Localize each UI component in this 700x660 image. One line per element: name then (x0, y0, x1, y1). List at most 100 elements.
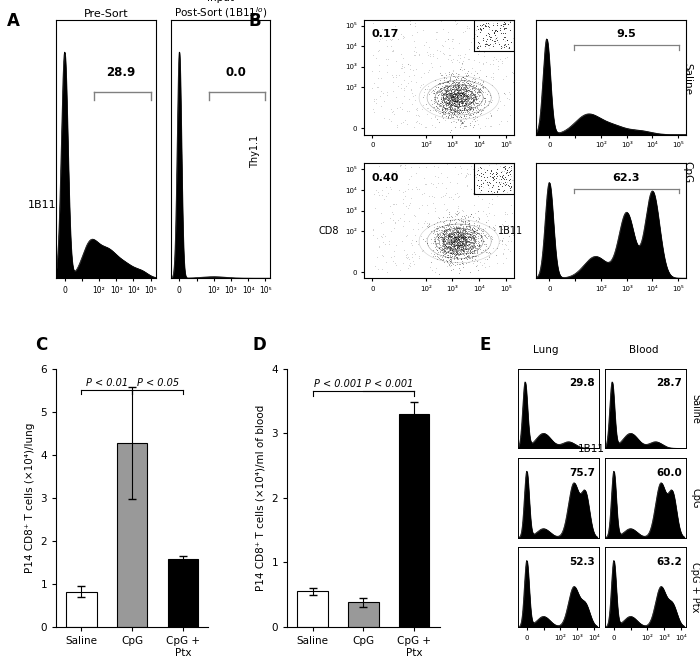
Point (471, 98, 482, 108)
Point (444, 72, 456, 82)
Point (442, 218, 453, 229)
Point (457, 232, 468, 242)
Point (502, 39, 513, 50)
Point (492, 63, 503, 74)
Point (462, 97, 473, 108)
Point (448, 92, 459, 102)
Point (456, 103, 468, 114)
Point (450, 247, 461, 257)
Point (446, 230, 457, 241)
Point (449, 224, 461, 234)
Point (441, 238, 452, 248)
Point (448, 92, 459, 103)
Point (458, 73, 470, 83)
Point (449, 96, 461, 107)
Point (463, 102, 474, 112)
Point (444, 97, 455, 108)
Point (460, 120, 471, 131)
Point (436, 178, 447, 188)
Point (458, 86, 470, 96)
Point (498, 185, 509, 196)
Point (449, 92, 460, 102)
Point (458, 216, 469, 226)
Point (461, 226, 472, 236)
Point (468, 77, 480, 87)
Point (440, 240, 451, 250)
Point (493, 88, 504, 98)
Point (470, 94, 481, 104)
Point (462, 101, 473, 112)
Point (496, 166, 507, 177)
Point (482, 100, 493, 110)
Point (464, 102, 475, 112)
Point (442, 233, 454, 244)
Point (449, 86, 461, 97)
Point (444, 244, 456, 255)
Point (427, 88, 438, 98)
Point (449, 98, 460, 109)
Point (455, 80, 466, 90)
Point (413, 251, 424, 261)
Point (494, 22, 505, 33)
Point (462, 241, 473, 251)
Point (438, 249, 449, 260)
Point (474, 84, 485, 94)
Point (495, 19, 506, 30)
Point (442, 88, 454, 98)
Point (452, 85, 463, 96)
Point (440, 77, 451, 87)
Point (447, 98, 458, 108)
Point (428, 88, 440, 98)
Point (494, 178, 505, 189)
Point (455, 119, 466, 129)
Point (442, 220, 454, 231)
Point (379, 238, 391, 249)
Point (468, 240, 480, 250)
Point (469, 220, 480, 231)
Point (409, 259, 420, 269)
Point (462, 226, 473, 237)
Point (466, 81, 477, 91)
Point (411, 46, 422, 57)
Point (469, 74, 480, 84)
Point (433, 222, 444, 233)
Point (442, 89, 453, 100)
Point (454, 224, 466, 234)
Point (440, 98, 451, 109)
Point (422, 222, 433, 232)
Point (441, 82, 452, 92)
Point (462, 231, 473, 242)
Point (431, 87, 442, 98)
Point (370, 53, 382, 63)
Point (496, 42, 507, 53)
Point (449, 98, 461, 109)
Point (440, 99, 451, 110)
Text: 9.5: 9.5 (616, 29, 636, 40)
Point (472, 115, 483, 125)
Point (452, 72, 463, 82)
Point (460, 94, 471, 104)
Point (448, 236, 459, 246)
Point (449, 245, 461, 255)
Point (461, 232, 472, 243)
Point (451, 83, 462, 94)
Point (457, 225, 468, 236)
Point (440, 84, 451, 95)
Point (435, 86, 446, 96)
Point (454, 85, 465, 96)
Point (442, 93, 454, 104)
Point (458, 223, 469, 234)
Point (480, 21, 491, 32)
Point (499, 88, 510, 98)
Point (468, 236, 480, 247)
Point (458, 77, 469, 87)
Point (457, 97, 468, 108)
Point (451, 90, 462, 101)
Point (452, 79, 463, 89)
Point (468, 104, 479, 114)
Point (449, 91, 460, 102)
Point (491, 185, 503, 196)
Point (490, 250, 501, 261)
Point (477, 79, 488, 90)
Point (484, 198, 495, 209)
